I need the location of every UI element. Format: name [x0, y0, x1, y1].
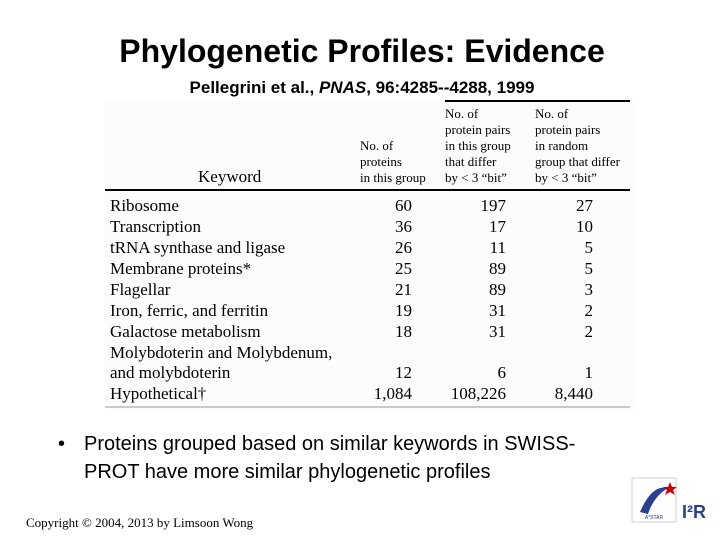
- journal: PNAS: [319, 78, 367, 97]
- column-header: proteins: [360, 154, 402, 169]
- logo-star: [663, 482, 677, 495]
- cell: 2: [585, 322, 594, 341]
- cell: 1,084: [374, 384, 413, 403]
- cell: 21: [395, 280, 412, 299]
- bullet-dot: •: [58, 433, 65, 455]
- cell: 36: [395, 217, 412, 236]
- cell: 27: [576, 196, 594, 215]
- cell: 89: [489, 280, 506, 299]
- column-header: in this group: [445, 138, 511, 153]
- keyword: tRNA synthase and ligase: [110, 238, 285, 257]
- slide-subtitle: Pellegrini et al., PNAS, 96:4285--4288, …: [190, 78, 535, 97]
- logo: A*STAR I²R: [631, 477, 706, 523]
- column-header: No. of: [445, 106, 479, 121]
- column-header: Keyword: [198, 167, 262, 186]
- cell: 18: [395, 322, 412, 341]
- keyword: Flagellar: [110, 280, 171, 299]
- cell: 108,226: [451, 384, 506, 403]
- cell: 89: [489, 259, 506, 278]
- column-header: protein pairs: [445, 122, 510, 137]
- column-header: protein pairs: [535, 122, 600, 137]
- authors: Pellegrini et al.,: [190, 78, 319, 97]
- column-header: No. of: [360, 138, 394, 153]
- cell: 31: [489, 301, 506, 320]
- logo-org: A*STAR: [645, 515, 664, 521]
- footer: Copyright © 2004, 2013 by Limsoon Wong: [26, 515, 254, 530]
- cell: 1: [585, 363, 594, 382]
- cell: 31: [489, 322, 506, 341]
- cell: 26: [395, 238, 412, 257]
- column-header: in this group: [360, 170, 426, 185]
- column-header: by < 3 “bit”: [445, 170, 507, 185]
- cell: 11: [490, 238, 506, 257]
- bullet-text: Proteins grouped based on similar keywor…: [84, 433, 575, 455]
- logo-mark: [640, 487, 668, 514]
- column-header: by < 3 “bit”: [535, 170, 597, 185]
- keyword: Iron, ferric, and ferritin: [110, 301, 269, 320]
- cell: 60: [395, 196, 412, 215]
- slide-title: Phylogenetic Profiles: Evidence: [119, 33, 604, 69]
- cell: 3: [585, 280, 594, 299]
- cell: 5: [585, 259, 594, 278]
- keyword: Galactose metabolism: [110, 322, 261, 341]
- keyword: Hypothetical†: [110, 384, 206, 403]
- keyword: Ribosome: [110, 196, 179, 215]
- column-header: No. of: [535, 106, 569, 121]
- keyword: Membrane proteins*: [110, 259, 251, 278]
- table-image: [105, 100, 635, 410]
- cell: 10: [576, 217, 593, 236]
- column-header: that differ: [445, 154, 497, 169]
- cell: 8,440: [555, 384, 593, 403]
- cell: 5: [585, 238, 594, 257]
- bullet-text: PROT have more similar phylogenetic prof…: [84, 461, 490, 483]
- column-header: in random: [535, 138, 588, 153]
- logo-text: I²R: [682, 502, 706, 522]
- column-header: group that differ: [535, 154, 621, 169]
- cell: 19: [395, 301, 412, 320]
- cell: 2: [585, 301, 594, 320]
- cell: 17: [489, 217, 507, 236]
- keyword: and molybdoterin: [110, 363, 231, 382]
- keyword: Molybdoterin and Molybdenum,: [110, 343, 332, 362]
- keyword: Transcription: [110, 217, 201, 236]
- cell: 25: [395, 259, 412, 278]
- cell: 6: [498, 363, 507, 382]
- cell: 12: [395, 363, 412, 382]
- cell: 197: [481, 196, 507, 215]
- citation: , 96:4285--4288, 1999: [366, 78, 534, 97]
